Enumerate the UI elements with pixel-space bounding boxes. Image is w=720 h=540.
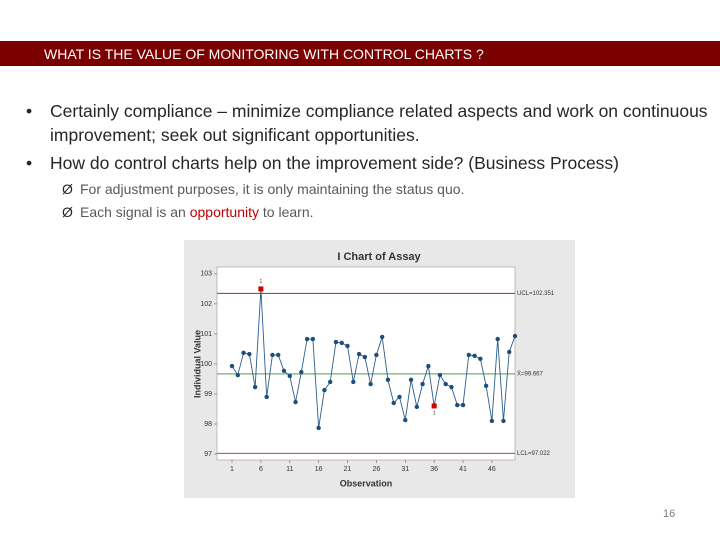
bullet: How do control charts help on the improv… [26,151,715,175]
text-run: to learn. [259,204,314,220]
control-limit-label: UCL=102.351 [517,291,555,297]
data-point [385,377,391,383]
data-point [264,394,269,400]
data-point [408,377,414,383]
chart-title: I Chart of Assay [337,251,421,263]
data-point [483,383,489,389]
data-point [403,417,408,423]
x-tick-label: 1 [230,466,234,473]
signal-label: 1 [433,410,436,416]
y-tick-label: 103 [200,271,212,278]
page-number: 16 [663,508,676,520]
data-point [495,336,500,342]
data-point [391,400,396,406]
series-line [231,288,516,428]
x-tick-label: 21 [344,466,352,473]
data-point [345,343,350,349]
text-run: opportunity [189,204,260,220]
data-point [247,351,252,357]
x-tick-label: 16 [315,466,323,473]
y-tick-label: 97 [204,451,212,458]
data-point [489,418,495,424]
x-axis-label: Observation [340,478,393,488]
data-point [281,368,287,374]
x-tick-label: 46 [488,466,496,473]
signal-point [258,286,264,292]
header-title: WHAT IS THE VALUE OF MONITORING WITH CON… [44,46,484,62]
data-point [455,402,460,408]
data-point [501,418,506,424]
data-point [368,381,373,387]
data-point [322,387,327,393]
data-point [276,352,281,358]
data-point [414,404,420,410]
control-limit-label: X̄=99.667 [517,371,544,378]
data-point [460,402,466,408]
y-tick-label: 99 [204,391,212,398]
data-point [304,336,310,342]
y-axis-label: Individual Value [192,330,202,398]
text-run: Each signal is an [80,204,190,220]
data-point [241,350,246,356]
y-tick-label: 102 [200,301,212,308]
data-point [449,384,454,390]
y-tick-label: 101 [200,331,212,338]
data-point [397,394,402,400]
x-tick-label: 36 [430,466,438,473]
data-point [339,340,344,346]
data-point [426,363,431,369]
data-point [235,372,240,378]
data-point [478,356,483,362]
data-point [420,381,425,387]
bullet: Certainly compliance – minimize complian… [26,99,715,147]
data-point [356,351,362,357]
y-tick-label: 98 [204,421,212,428]
data-point [270,352,275,358]
data-point [362,354,368,360]
data-point [333,339,339,345]
data-point [252,384,258,390]
data-point [437,372,443,378]
y-tick-label: 100 [200,361,212,368]
data-point [327,379,333,385]
chart: I Chart of Assay Observation Individual … [184,240,575,498]
data-point [472,353,477,359]
sub-bullet: For adjustment purposes, it is only main… [62,181,465,197]
x-tick-label: 41 [459,466,467,473]
x-tick-label: 26 [372,466,380,473]
data-point [507,349,512,355]
x-tick-label: 6 [259,466,263,473]
signal-label: 1 [260,279,263,285]
data-point [351,379,356,385]
text-run: For adjustment purposes, it is only main… [80,181,465,197]
data-point [310,336,316,342]
data-point [512,333,518,339]
data-point [379,334,385,340]
data-point [374,352,379,358]
sub-bullet: Each signal is an opportunity to learn. [62,204,314,220]
data-point [466,352,471,358]
control-limit-label: LCL=97.022 [517,451,551,457]
data-point [443,381,448,387]
x-tick-label: 31 [401,466,409,473]
data-point [299,369,304,375]
x-tick-label: 11 [286,466,293,473]
data-point [316,425,321,431]
data-point [293,399,298,405]
header-bar: WHAT IS THE VALUE OF MONITORING WITH CON… [0,41,720,66]
signal-point [431,403,437,409]
data-point [287,373,292,379]
data-point [229,363,235,369]
